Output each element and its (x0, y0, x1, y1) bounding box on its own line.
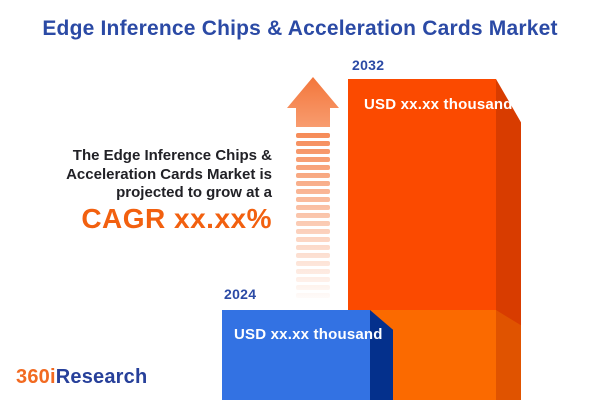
bar-2032-base-side (496, 310, 521, 400)
cagr-value: CAGR xx.xx% (81, 202, 272, 234)
description-line-1: The Edge Inference Chips & (72, 147, 272, 164)
arrow-dashed-trail (296, 133, 330, 298)
growth-arrow-icon (287, 77, 339, 298)
page-title: Edge Inference Chips & Acceleration Card… (42, 17, 558, 40)
logo-research-part: Research (55, 366, 148, 388)
description-line-3: projected to grow at a (116, 184, 272, 201)
bar-label-2024: 2024 (224, 286, 257, 302)
bar-2032-value-label: USD xx.xx thousand (364, 96, 513, 113)
logo-360i-part: 360i (16, 366, 56, 388)
bar-2024-side (370, 310, 393, 400)
market-description: The Edge Inference Chips & Acceleration … (66, 147, 272, 234)
logo-360iresearch: 360iResearch (16, 366, 147, 389)
description-line-2: Acceleration Cards Market is (66, 165, 272, 183)
bar-2024-face (222, 310, 370, 400)
bar-2024-value-label: USD xx.xx thousand (234, 326, 383, 343)
bar-label-2032: 2032 (352, 57, 385, 73)
arrow-head (287, 77, 339, 127)
